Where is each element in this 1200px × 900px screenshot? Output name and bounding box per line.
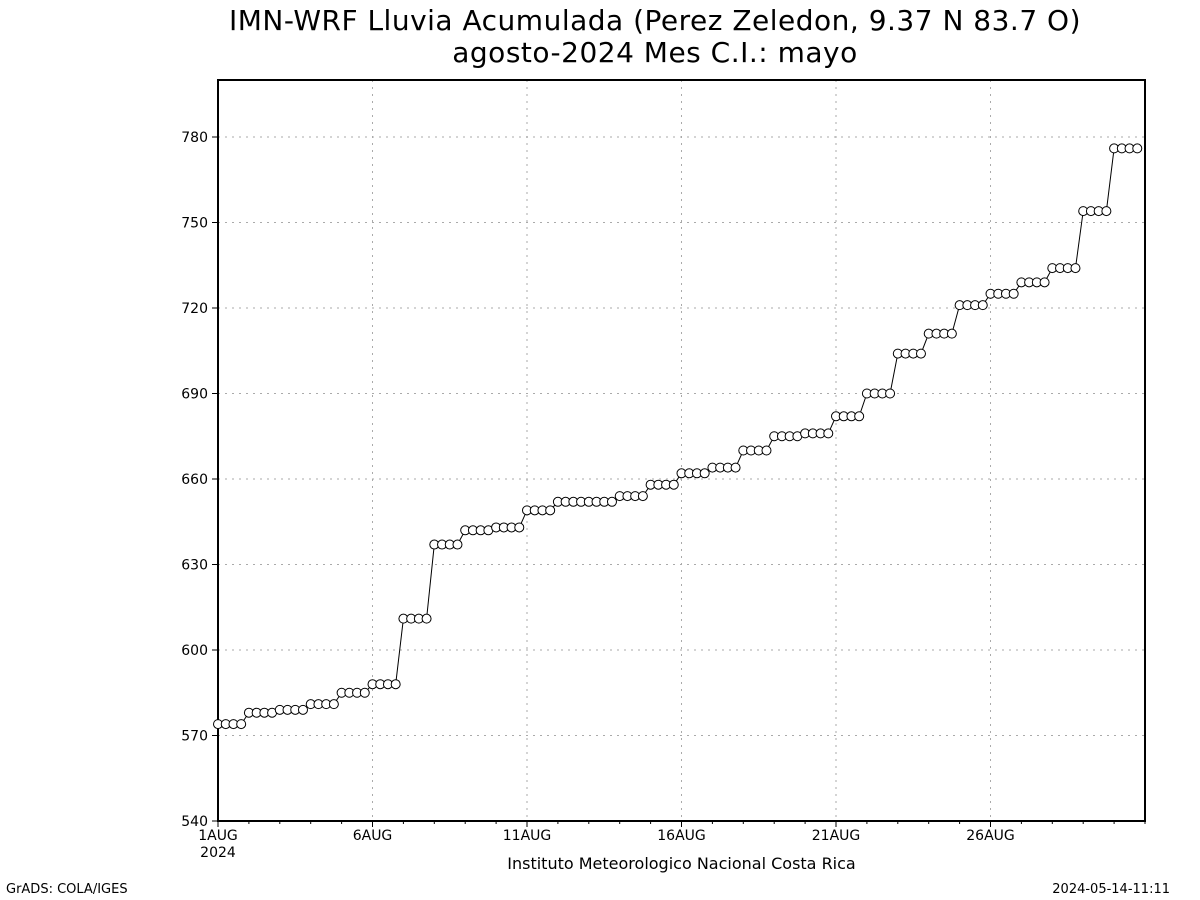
data-point [606, 496, 617, 507]
x-tick-label: 11AUG [503, 828, 552, 844]
data-point [946, 328, 957, 339]
institution-caption: Instituto Meteorologico Nacional Costa R… [507, 854, 856, 873]
data-point [1132, 143, 1143, 154]
x-tick-label: 21AUG [812, 828, 861, 844]
plot-frame [217, 79, 1146, 822]
data-point [514, 522, 525, 533]
y-tick-label: 750 [181, 216, 208, 232]
y-tick-label: 780 [181, 130, 208, 146]
x-tick-label: 6AUG [353, 828, 393, 844]
x-tick-label: 1AUG [198, 828, 238, 844]
data-point [1070, 263, 1081, 274]
data-point [915, 348, 926, 359]
x-tick-label: 16AUG [657, 828, 706, 844]
y-tick-label: 540 [181, 814, 208, 830]
grid-lines [218, 80, 1145, 821]
data-point [359, 687, 370, 698]
data-point [668, 479, 679, 490]
series-line [218, 147, 1138, 725]
data-point [854, 411, 865, 422]
x-tick-sublabel: 2024 [200, 845, 236, 861]
y-tick-label: 690 [181, 387, 208, 403]
timestamp: 2024-05-14-11:11 [1052, 882, 1170, 897]
y-tick-label: 660 [181, 472, 208, 488]
y-tick-label: 600 [181, 643, 208, 659]
chart-title: IMN-WRF Lluvia Acumulada (Perez Zeledon,… [228, 4, 1082, 37]
data-point [1008, 288, 1019, 299]
grads-credit: GrADS: COLA/IGES [6, 882, 128, 897]
data-point [637, 491, 648, 502]
y-tick-label: 630 [181, 558, 208, 574]
data-point [730, 462, 741, 473]
data-point [328, 699, 339, 710]
data-point [699, 468, 710, 479]
data-point [421, 613, 432, 624]
data-point [452, 539, 463, 550]
series-accumulated-rain [213, 143, 1143, 730]
data-point [977, 300, 988, 311]
y-axis: 540 570 600 630 660 690 720 750 780 [181, 130, 218, 830]
chart-subtitle: agosto-2024 Mes C.I.: mayo [452, 36, 858, 69]
x-tick-label: 26AUG [966, 828, 1015, 844]
data-point [545, 505, 556, 516]
y-tick-label: 570 [181, 729, 208, 745]
data-point [1039, 277, 1050, 288]
data-point [236, 719, 247, 730]
y-tick-label: 720 [181, 301, 208, 317]
data-point [885, 388, 896, 399]
data-point [297, 704, 308, 715]
data-point [390, 679, 401, 690]
data-point [761, 445, 772, 456]
data-point [823, 428, 834, 439]
data-point [1101, 206, 1112, 217]
